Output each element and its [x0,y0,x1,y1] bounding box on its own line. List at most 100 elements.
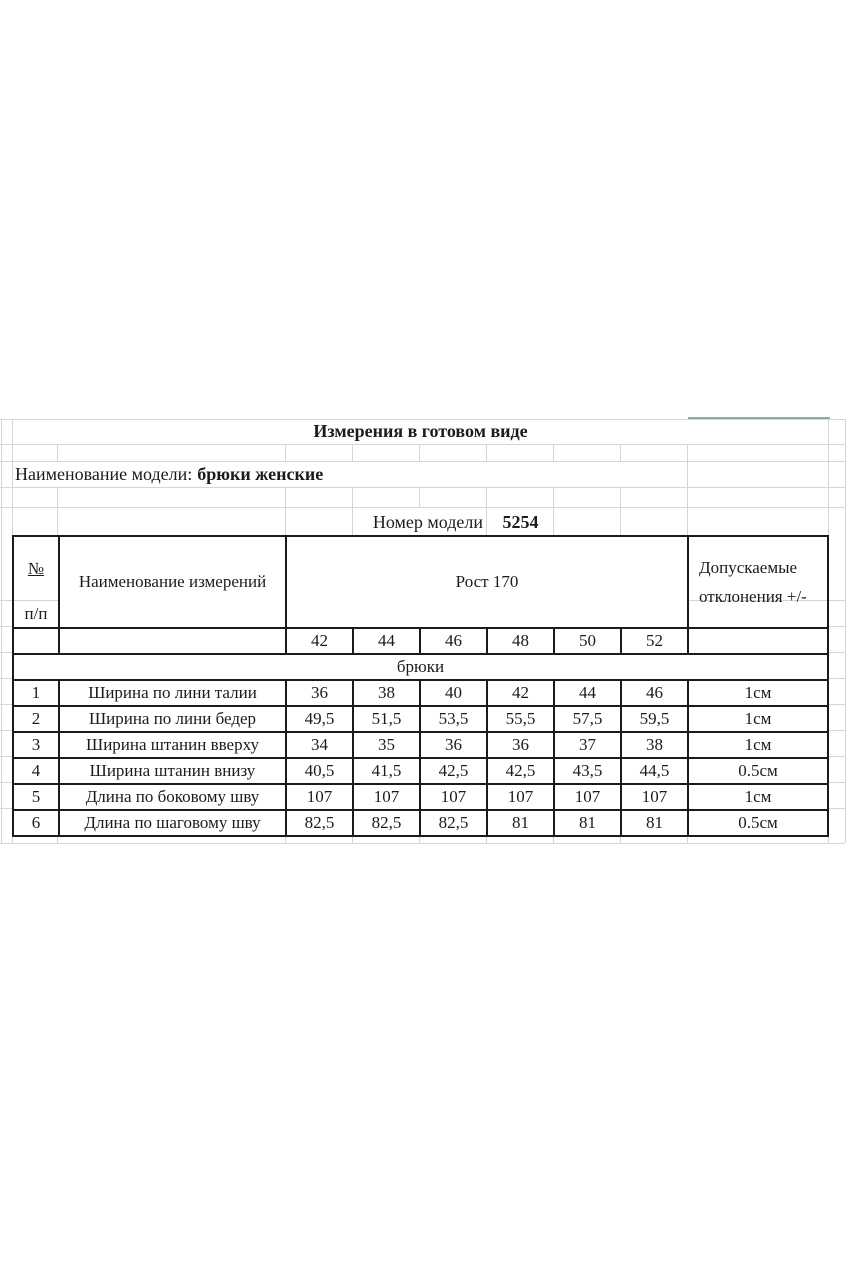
gridline [486,487,487,537]
value-cell: 42,5 [419,757,488,785]
gridline [57,444,58,461]
value-cell: 53,5 [419,705,488,733]
value-cell: 82,5 [419,809,488,837]
gridline [0,782,13,783]
value-cell: 37 [553,731,622,759]
gridline [486,444,487,461]
model-name-value: брюки женские [197,463,324,484]
table-row: 5 Длина по боковому шву 107 107 107 107 … [12,783,829,811]
value-cell: 40 [419,679,488,707]
gridline [828,652,845,653]
gridline [828,600,845,601]
value-cell: 81 [553,809,622,837]
gridline [553,835,554,843]
measurement-name-cell: Ширина штанин внизу [58,757,287,785]
value-cell: 36 [285,679,354,707]
gridline [828,419,829,537]
section-row: брюки [12,653,829,681]
header-row: № п/п Наименование измерений Рост 170 До… [12,535,829,629]
value-cell: 38 [620,731,689,759]
gridline [285,835,286,843]
gridline [828,808,845,809]
gridline [620,444,621,461]
table-row: 4 Ширина штанин внизу 40,5 41,5 42,5 42,… [12,757,829,785]
sheet-title: Измерения в готовом виде [313,421,528,441]
value-cell: 36 [486,731,555,759]
row-number-cell: 5 [12,783,60,811]
gridline [620,835,621,843]
gridline [828,782,845,783]
value-cell: 107 [553,783,622,811]
tolerance-cell: 0.5см [687,757,829,785]
gridline [553,444,554,461]
sizes-row: 42 44 46 48 50 52 [12,627,829,655]
value-cell: 34 [285,731,354,759]
gridline [0,507,845,508]
gridline [828,835,829,843]
model-name-line: Наименование модели: брюки женские [15,461,675,487]
gridline [828,704,845,705]
header-cell-number: № п/п [12,535,60,629]
value-cell: 107 [486,783,555,811]
gridline [15,600,57,601]
value-cell: 107 [352,783,421,811]
header-no-sub: п/п [24,604,48,623]
gridline [0,626,13,627]
value-cell: 43,5 [553,757,622,785]
value-cell: 55,5 [486,705,555,733]
value-cell: 36 [419,731,488,759]
gridline [0,730,13,731]
gridline [1,419,2,843]
value-cell: 42,5 [486,757,555,785]
gridline [486,835,487,843]
gridline [828,678,845,679]
gridline [419,444,420,461]
measurement-name-cell: Ширина по лини бедер [58,705,287,733]
value-cell: 82,5 [352,809,421,837]
section-label: брюки [12,653,829,681]
table-row: 3 Ширина штанин вверху 34 35 36 36 37 38… [12,731,829,759]
value-cell: 40,5 [285,757,354,785]
size-cell: 44 [352,627,421,655]
gridline [0,419,845,420]
size-cell: 46 [419,627,488,655]
gridline [352,487,353,537]
gridline [0,444,845,445]
gridline [687,835,688,843]
empty-cell [687,627,829,655]
gridline [0,487,845,488]
value-cell: 38 [352,679,421,707]
header-cell-height: Рост 170 [285,535,689,629]
gridline [828,730,845,731]
gridline [828,756,845,757]
gridline [285,444,286,461]
gridline [0,600,13,601]
measurement-name-cell: Ширина по лини талии [58,679,287,707]
value-cell: 44,5 [620,757,689,785]
value-cell: 41,5 [352,757,421,785]
empty-cell [12,627,60,655]
model-number-value: 5254 [502,511,539,532]
gridline [620,487,621,537]
value-cell: 81 [486,809,555,837]
value-cell: 59,5 [620,705,689,733]
value-cell: 51,5 [352,705,421,733]
header-cell-measurement-name: Наименование измерений [58,535,287,629]
value-cell: 46 [620,679,689,707]
size-cell: 52 [620,627,689,655]
gridline [0,843,845,844]
cell-border-remnant [688,417,830,419]
tolerance-cell: 1см [687,705,829,733]
table-row: 2 Ширина по лини бедер 49,5 51,5 53,5 55… [12,705,829,733]
model-number-label: Номер модели [372,511,483,532]
gridline [687,444,688,537]
value-cell: 44 [553,679,622,707]
gridline [690,600,826,601]
gridline [553,487,554,537]
header-cell-tolerance: Допускаемые отклонения +/- [687,535,829,629]
gridline [419,835,420,843]
gridline [0,652,13,653]
gridline [12,419,13,537]
value-cell: 107 [285,783,354,811]
gridline [352,835,353,843]
